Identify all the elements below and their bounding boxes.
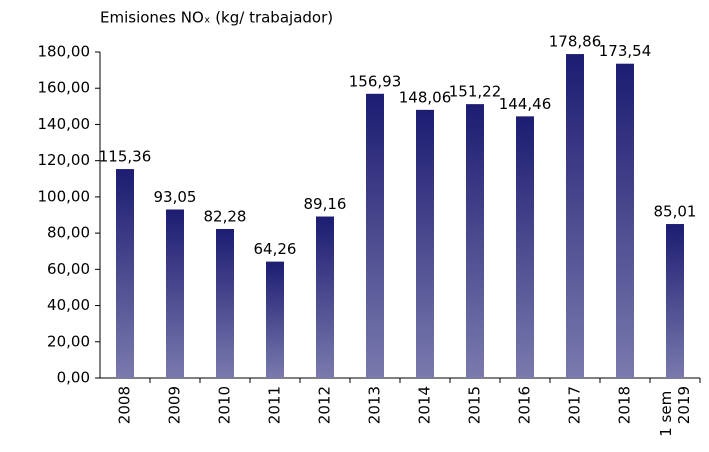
- bar: [566, 54, 584, 378]
- x-tick-label: 2017: [566, 386, 584, 424]
- y-tick-label: 160,00: [38, 79, 91, 97]
- bar: [316, 216, 334, 378]
- data-label: 93,05: [154, 188, 197, 206]
- y-tick-label: 100,00: [38, 187, 91, 205]
- data-label: 173,54: [599, 42, 652, 60]
- x-tick-label: 2010: [216, 386, 234, 424]
- bar: [266, 261, 284, 378]
- bar: [466, 104, 484, 378]
- y-tick-label: 40,00: [47, 296, 90, 314]
- bar: [616, 63, 634, 379]
- x-tick-label: 2009: [166, 386, 184, 424]
- x-tick-label: 2016: [516, 386, 534, 424]
- y-tick-label: 80,00: [47, 224, 90, 242]
- x-tick-label: 2013: [366, 386, 384, 424]
- y-tick-label: 20,00: [47, 332, 90, 350]
- data-label: 156,93: [349, 72, 402, 90]
- x-tick-label: 2014: [416, 386, 434, 424]
- x-tick-label: 2018: [616, 386, 634, 424]
- data-label: 85,01: [654, 203, 697, 221]
- data-label: 151,22: [449, 83, 502, 101]
- data-label: 144,46: [499, 95, 552, 113]
- x-tick-label: 2012: [316, 386, 334, 424]
- data-label: 178,86: [549, 33, 602, 51]
- chart-title: Emisiones NOₓ (kg/ trabajador): [100, 9, 333, 27]
- x-tick-label: 2011: [266, 386, 284, 424]
- y-tick-label: 0,00: [57, 369, 90, 387]
- bar: [366, 93, 384, 378]
- y-tick-label: 120,00: [38, 151, 91, 169]
- data-label: 82,28: [204, 207, 247, 225]
- data-label: 64,26: [254, 240, 297, 258]
- x-tick-label: 2015: [466, 386, 484, 424]
- x-tick-label: 1 sem 2019: [657, 386, 693, 437]
- x-tick-label: 2008: [116, 386, 134, 424]
- bar: [516, 116, 534, 379]
- bar: [166, 209, 184, 378]
- y-tick-label: 140,00: [38, 115, 91, 133]
- data-label: 115,36: [99, 148, 152, 166]
- y-tick-label: 60,00: [47, 260, 90, 278]
- bar: [666, 224, 684, 378]
- bar: [416, 109, 434, 378]
- y-tick-label: 180,00: [38, 43, 91, 61]
- bar: [116, 169, 134, 378]
- data-label: 148,06: [399, 88, 452, 106]
- data-label: 89,16: [304, 195, 347, 213]
- bar: [216, 228, 234, 378]
